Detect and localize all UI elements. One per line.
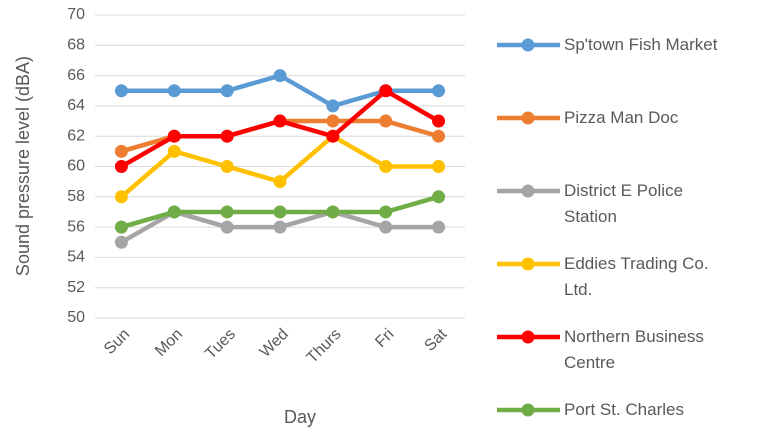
y-tick-label: 62 [67,127,85,144]
point [379,205,393,219]
y-axis-label: Sound pressure level (dBA) [13,56,33,276]
point [220,205,234,219]
point [220,129,234,143]
point [167,84,181,98]
legend-marker [521,184,535,198]
point [432,114,446,128]
point [379,84,393,98]
y-tick-label: 52 [67,279,85,296]
x-axis-label: Day [284,407,316,427]
x-tick-label: Sat [421,325,450,354]
point [220,220,234,234]
legend-label: Pizza Man Doc [564,108,679,127]
point [379,160,393,173]
point [114,190,128,204]
point [379,114,393,128]
legend-label: Port St. Charles [564,400,684,419]
point [432,160,446,173]
point [432,84,446,98]
point [273,69,287,83]
point [273,114,287,128]
point [114,144,128,158]
legend-label: Eddies Trading Co. Ltd. [564,254,709,299]
legend-marker [521,330,535,344]
x-tick-label: Fri [372,326,397,351]
point [114,84,128,98]
y-tick-label: 58 [67,188,85,205]
point [114,235,128,249]
y-tick-label: 60 [67,158,85,175]
point [273,205,287,219]
legend-marker [521,38,535,52]
y-tick-label: 68 [67,37,85,54]
legend-marker [521,403,535,417]
x-tick-label: Mon [152,326,186,360]
legend-label: Sp'town Fish Market [564,35,718,54]
legend-marker [521,111,535,125]
point [114,220,128,234]
x-tick-label: Tues [202,326,239,363]
x-tick-label: Thurs [304,326,345,367]
point [167,205,181,219]
x-tick-label: Sun [101,326,133,358]
y-tick-label: 56 [67,218,85,235]
point [220,160,234,173]
y-tick-label: 66 [67,67,85,84]
y-tick-label: 50 [67,309,85,326]
point [432,220,446,234]
legend-marker [521,257,535,271]
legend-label: District E Police Station [564,181,684,226]
point [167,144,181,158]
y-tick-label: 64 [67,97,85,114]
point [379,220,393,234]
point [432,129,446,143]
y-tick-label: 54 [67,249,85,266]
point [114,160,128,173]
point [326,205,340,219]
point [167,129,181,143]
point [326,129,340,143]
y-tick-label: 70 [67,6,85,23]
point [273,220,287,234]
point [273,175,287,189]
point [326,99,340,113]
x-tick-label: Wed [257,326,292,361]
legend-label: Northern Business Centre [564,327,704,372]
point [326,114,340,128]
point [432,190,446,204]
point [220,84,234,98]
